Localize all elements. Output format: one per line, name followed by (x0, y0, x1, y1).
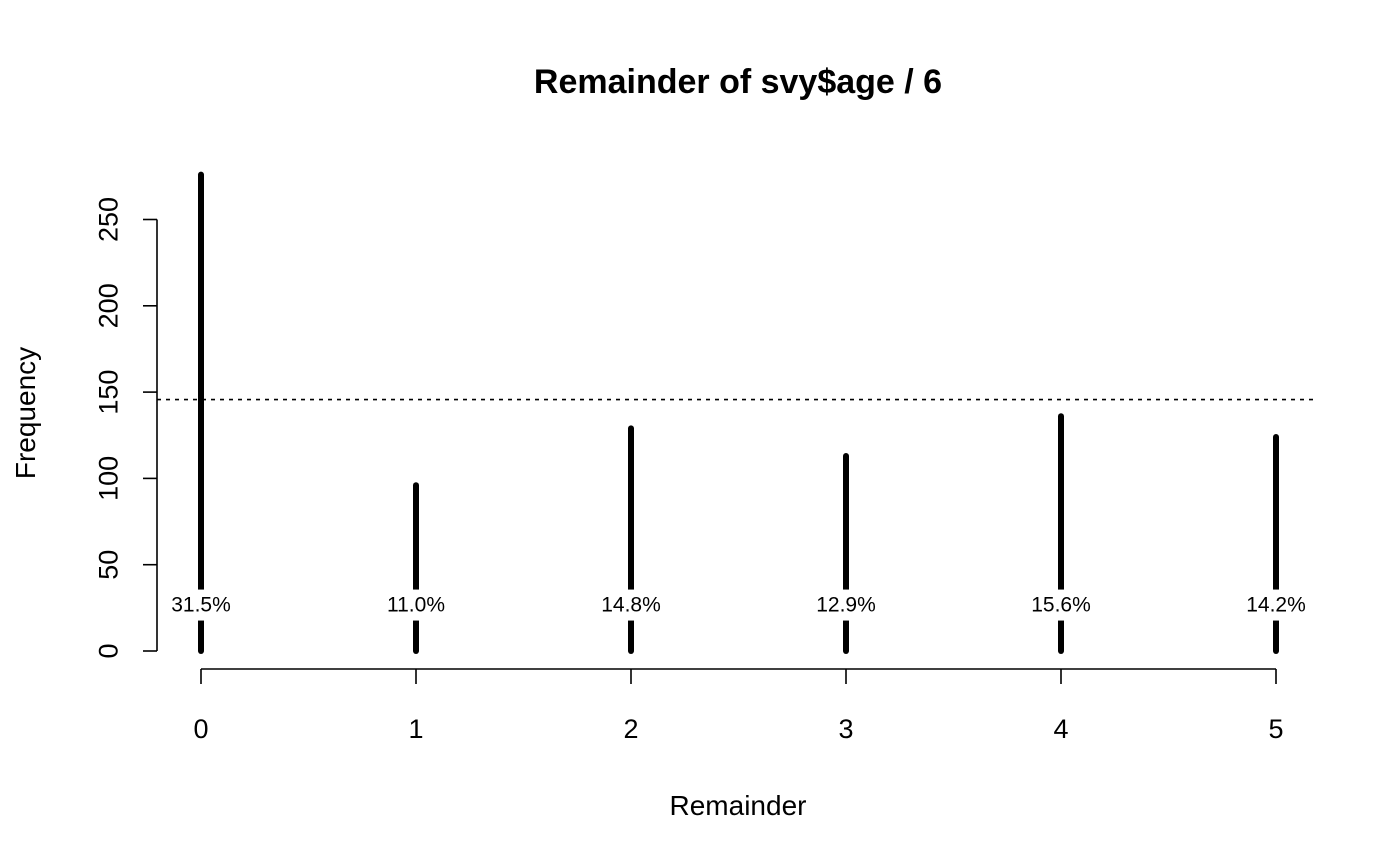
x-tick-label: 3 (838, 714, 853, 744)
x-tick-label: 1 (408, 714, 423, 744)
percent-label-background (384, 589, 448, 621)
y-axis: 0 50 100 150 200 250 (94, 197, 158, 659)
percent-label: 14.8% (601, 594, 661, 617)
y-tick-label: 100 (94, 456, 124, 501)
x-tick-label: 2 (623, 714, 638, 744)
x-axis-label: Remainder (670, 790, 807, 821)
bars (198, 171, 1279, 654)
percent-label: 31.5% (171, 594, 231, 617)
percent-label: 11.0% (387, 594, 445, 617)
percent-labels: 31.5% 11.0% 14.8% 12.9% 15.6% 14.2% (168, 589, 1309, 621)
y-tick-label: 150 (94, 370, 124, 415)
percent-label-background (813, 589, 879, 621)
percent-label-group: 14.8% (598, 589, 664, 621)
y-tick-label: 0 (94, 643, 124, 658)
x-tick-label: 5 (1268, 714, 1283, 744)
percent-label: 12.9% (816, 594, 876, 617)
percent-label-group: 12.9% (813, 589, 879, 621)
percent-label-group: 14.2% (1243, 589, 1309, 621)
x-tick-label: 0 (193, 714, 208, 744)
percent-label-group: 11.0% (384, 589, 448, 621)
percent-label-group: 15.6% (1028, 589, 1094, 621)
percent-label: 15.6% (1031, 594, 1091, 617)
percent-label-background (168, 589, 234, 621)
y-tick-label: 50 (94, 550, 124, 580)
percent-label-group: 31.5% (168, 589, 234, 621)
percent-label: 14.2% (1246, 594, 1306, 617)
chart-title: Remainder of svy$age / 6 (534, 63, 942, 101)
y-axis-label: Frequency (10, 347, 41, 479)
percent-label-background (1243, 589, 1309, 621)
percent-label-background (598, 589, 664, 621)
x-axis: 0 1 2 3 4 5 (193, 668, 1284, 744)
x-tick-label: 4 (1053, 714, 1068, 744)
y-tick-label: 200 (94, 283, 124, 328)
percent-label-background (1028, 589, 1094, 621)
y-tick-label: 250 (94, 197, 124, 242)
